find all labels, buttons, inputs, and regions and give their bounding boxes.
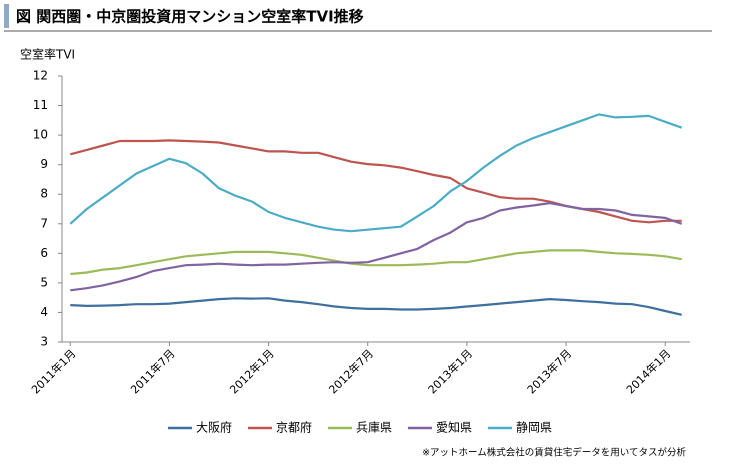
legend-label: 兵庫県 [356,421,392,435]
y-axis-title: 空室率TVI [20,47,75,62]
y-tick-label: 3 [40,335,48,349]
y-tick-label: 12 [33,69,48,83]
series-line [69,113,683,233]
legend-label: 京都府 [276,420,312,435]
y-tick-label: 11 [33,98,48,112]
x-tick-label: 2013年1月 [425,346,475,396]
y-tick-label: 7 [40,216,48,230]
x-tick-label: 2012年1月 [227,346,277,396]
y-tick-label: 5 [40,275,48,289]
series-line [70,297,682,316]
y-tick-label: 9 [40,157,48,171]
x-tick-label: 2011年1月 [28,346,78,396]
title-marker [4,4,9,28]
chart-title: 図 関西圏・中京圏投資用マンション空室率TVI推移 [16,8,364,26]
y-tick-label: 8 [40,187,48,201]
y-tick-label: 10 [33,128,48,142]
legend-label: 静岡県 [516,421,552,435]
legend-label: 大阪府 [196,420,232,435]
series-line [70,249,682,276]
x-tick-label: 2011年7月 [127,346,177,396]
x-tick-label: 2014年1月 [623,346,673,396]
series-line [70,202,683,292]
y-tick-label: 4 [40,305,48,319]
source-note: ※アットホーム株式会社の賃貸住宅データを用いてタスが分析 [422,447,686,459]
y-tick-label: 6 [40,246,48,260]
legend-label: 愛知県 [436,421,472,435]
x-tick-label: 2012年7月 [326,346,376,396]
x-tick-label: 2013年7月 [524,346,574,396]
